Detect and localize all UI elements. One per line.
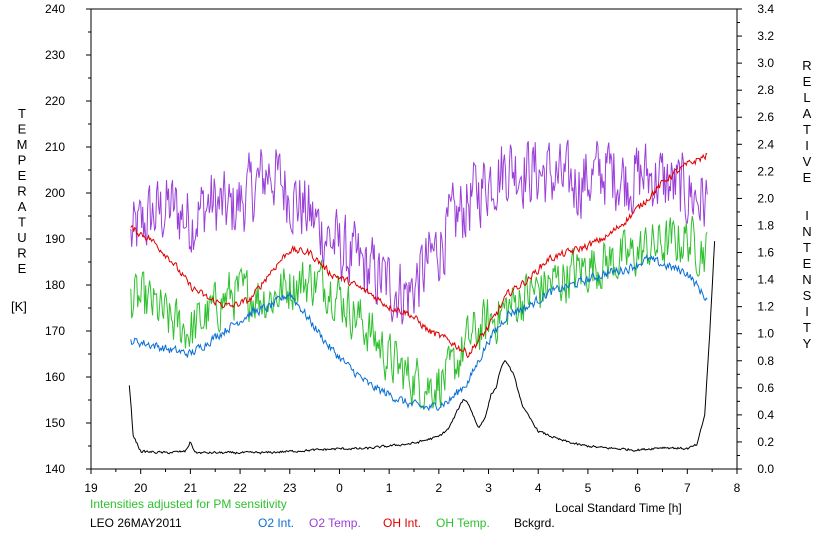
x-tick-label: 8	[734, 481, 741, 495]
legend-o2-temp: O2 Temp.	[309, 516, 361, 530]
x-tick-label: 6	[634, 481, 641, 495]
y-left-tick-label: 210	[45, 140, 65, 154]
x-tick-label: 3	[485, 481, 492, 495]
x-tick-label: 2	[436, 481, 443, 495]
y-right-label-letter: I	[805, 304, 809, 319]
y-right-tick-label: 0.6	[757, 381, 774, 395]
legend-o2-int: O2 Int.	[258, 516, 294, 530]
legend-oh-int: OH Int.	[383, 516, 421, 530]
y-left-tick-label: 170	[45, 324, 65, 338]
x-tick-label: 22	[233, 481, 247, 495]
subtitle: Intensities adjusted for PM sensitivity	[90, 497, 287, 511]
y-right-label-letter: Y	[803, 336, 812, 351]
y-right-label-letter: E	[803, 256, 812, 271]
y-right-label-letter: T	[803, 240, 811, 255]
y-left-label-letter: P	[18, 153, 27, 168]
y-left-label-letter: E	[18, 261, 27, 276]
y-right-label-letter: E	[803, 170, 812, 185]
y-right-label-letter: V	[803, 154, 812, 169]
y-left-tick-label: 150	[45, 416, 65, 430]
x-tick-label: 20	[134, 481, 148, 495]
y-right-tick-label: 2.2	[757, 164, 774, 178]
y-left-unit: [K]	[11, 299, 27, 314]
x-tick-label: 5	[585, 481, 592, 495]
y-right-tick-label: 1.4	[757, 273, 774, 287]
y-right-tick-label: 2.6	[757, 110, 774, 124]
series-line-o2-int	[130, 253, 708, 412]
y-left-label-letter: E	[18, 122, 27, 137]
y-left-label-letter: T	[18, 106, 26, 121]
x-tick-label: 7	[684, 481, 691, 495]
y-right-tick-label: 2.4	[757, 137, 774, 151]
x-tick-label: 1	[386, 481, 393, 495]
y-right-label-letter: E	[803, 74, 812, 89]
y-left-tick-label: 160	[45, 370, 65, 384]
series-line-o2-temp	[130, 139, 708, 325]
y-right-tick-label: 2.8	[757, 83, 774, 97]
y-right-label-letter: L	[803, 90, 810, 105]
y-right-tick-label: 1.6	[757, 246, 774, 260]
y-right-label-letter: N	[802, 272, 811, 287]
y-right-tick-label: 3.4	[757, 2, 774, 16]
legend-oh-temp: OH Temp.	[436, 516, 490, 530]
y-right-label-letter: I	[805, 138, 809, 153]
legend-bckgrd: Bckgrd.	[514, 516, 555, 530]
y-right-tick-label: 0.4	[757, 408, 774, 422]
y-right-tick-label: 0.8	[757, 354, 774, 368]
y-left-tick-label: 140	[45, 462, 65, 476]
y-left-tick-label: 180	[45, 278, 65, 292]
x-axis-label: Local Standard Time [h]	[555, 501, 682, 515]
y-left-label-letter: A	[18, 199, 27, 214]
x-tick-label: 21	[184, 481, 198, 495]
site-date: LEO 26MAY2011	[90, 516, 182, 530]
y-left-tick-label: 230	[45, 48, 65, 62]
y-left-label-letter: U	[17, 230, 26, 245]
y-right-label-letter: I	[805, 208, 809, 223]
y-right-tick-label: 1.2	[757, 300, 774, 314]
y-left-tick-label: 200	[45, 186, 65, 200]
y-right-tick-label: 1.8	[757, 218, 774, 232]
x-tick-label: 4	[535, 481, 542, 495]
series-line-oh-int	[130, 152, 708, 359]
y-left-label-letter: T	[18, 215, 26, 230]
y-left-tick-label: 220	[45, 94, 65, 108]
x-tick-label: 23	[283, 481, 297, 495]
y-right-label-letter: R	[802, 58, 811, 73]
y-right-label-letter: S	[803, 288, 812, 303]
y-right-tick-label: 0.2	[757, 435, 774, 449]
x-tick-label: 0	[336, 481, 343, 495]
y-right-tick-label: 1.0	[757, 327, 774, 341]
y-left-label-letter: R	[17, 184, 26, 199]
series-line-bckgrd	[128, 241, 716, 455]
series-line-oh-temp	[130, 215, 708, 410]
y-right-tick-label: 3.0	[757, 56, 774, 70]
y-right-tick-label: 3.2	[757, 29, 774, 43]
x-tick-label: 19	[84, 481, 98, 495]
y-left-tick-label: 190	[45, 232, 65, 246]
y-right-label-letter: N	[802, 224, 811, 239]
y-left-label-letter: M	[17, 137, 28, 152]
y-right-label-letter: A	[803, 106, 812, 121]
y-right-tick-label: 0.0	[757, 462, 774, 476]
y-right-tick-label: 2.0	[757, 191, 774, 205]
y-left-label-letter: R	[17, 246, 26, 261]
y-left-label-letter: E	[18, 168, 27, 183]
y-right-label-letter: T	[803, 122, 811, 137]
y-left-tick-label: 240	[45, 2, 65, 16]
y-right-label-letter: T	[803, 320, 811, 335]
